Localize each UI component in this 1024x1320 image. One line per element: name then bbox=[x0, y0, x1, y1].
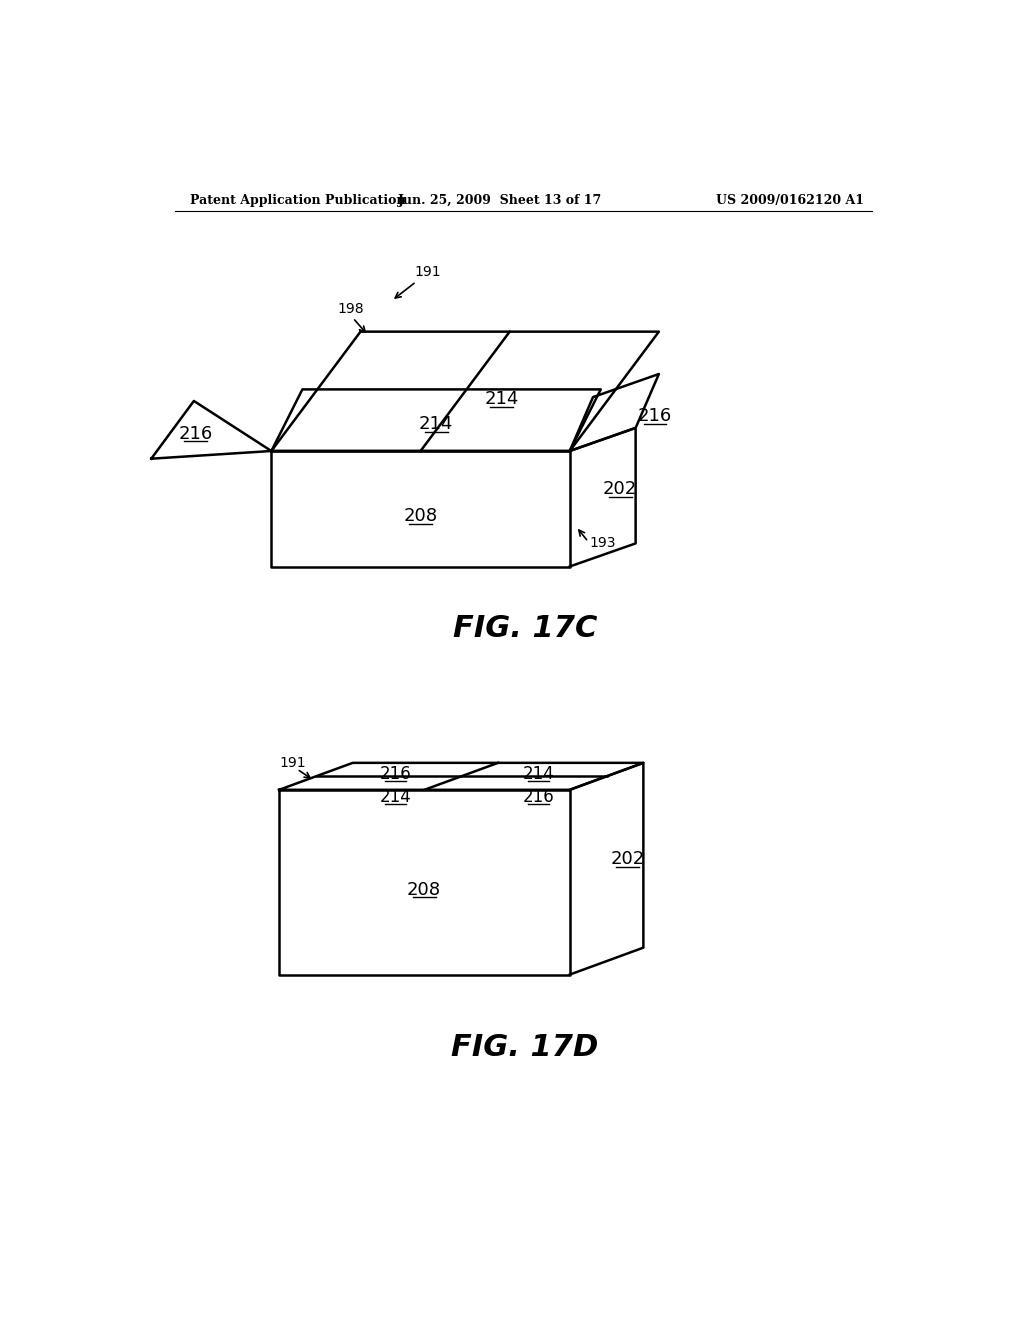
Text: 198: 198 bbox=[337, 301, 364, 315]
Text: Jun. 25, 2009  Sheet 13 of 17: Jun. 25, 2009 Sheet 13 of 17 bbox=[398, 194, 602, 207]
Text: 216: 216 bbox=[638, 408, 672, 425]
Text: 216: 216 bbox=[178, 425, 213, 442]
Text: 214: 214 bbox=[419, 414, 454, 433]
Text: Patent Application Publication: Patent Application Publication bbox=[190, 194, 406, 207]
Text: 191: 191 bbox=[280, 756, 306, 770]
Text: 214: 214 bbox=[523, 766, 555, 783]
Text: 208: 208 bbox=[403, 507, 437, 525]
Text: 208: 208 bbox=[407, 880, 441, 899]
Text: FIG. 17D: FIG. 17D bbox=[452, 1034, 598, 1063]
Text: 191: 191 bbox=[415, 265, 441, 280]
Text: 193: 193 bbox=[589, 536, 615, 550]
Text: 216: 216 bbox=[380, 766, 412, 783]
Text: 216: 216 bbox=[523, 788, 555, 807]
Text: FIG. 17C: FIG. 17C bbox=[453, 614, 597, 643]
Text: 202: 202 bbox=[603, 480, 637, 499]
Text: 214: 214 bbox=[380, 788, 412, 807]
Text: 202: 202 bbox=[610, 850, 645, 869]
Text: US 2009/0162120 A1: US 2009/0162120 A1 bbox=[716, 194, 864, 207]
Text: 214: 214 bbox=[484, 389, 519, 408]
